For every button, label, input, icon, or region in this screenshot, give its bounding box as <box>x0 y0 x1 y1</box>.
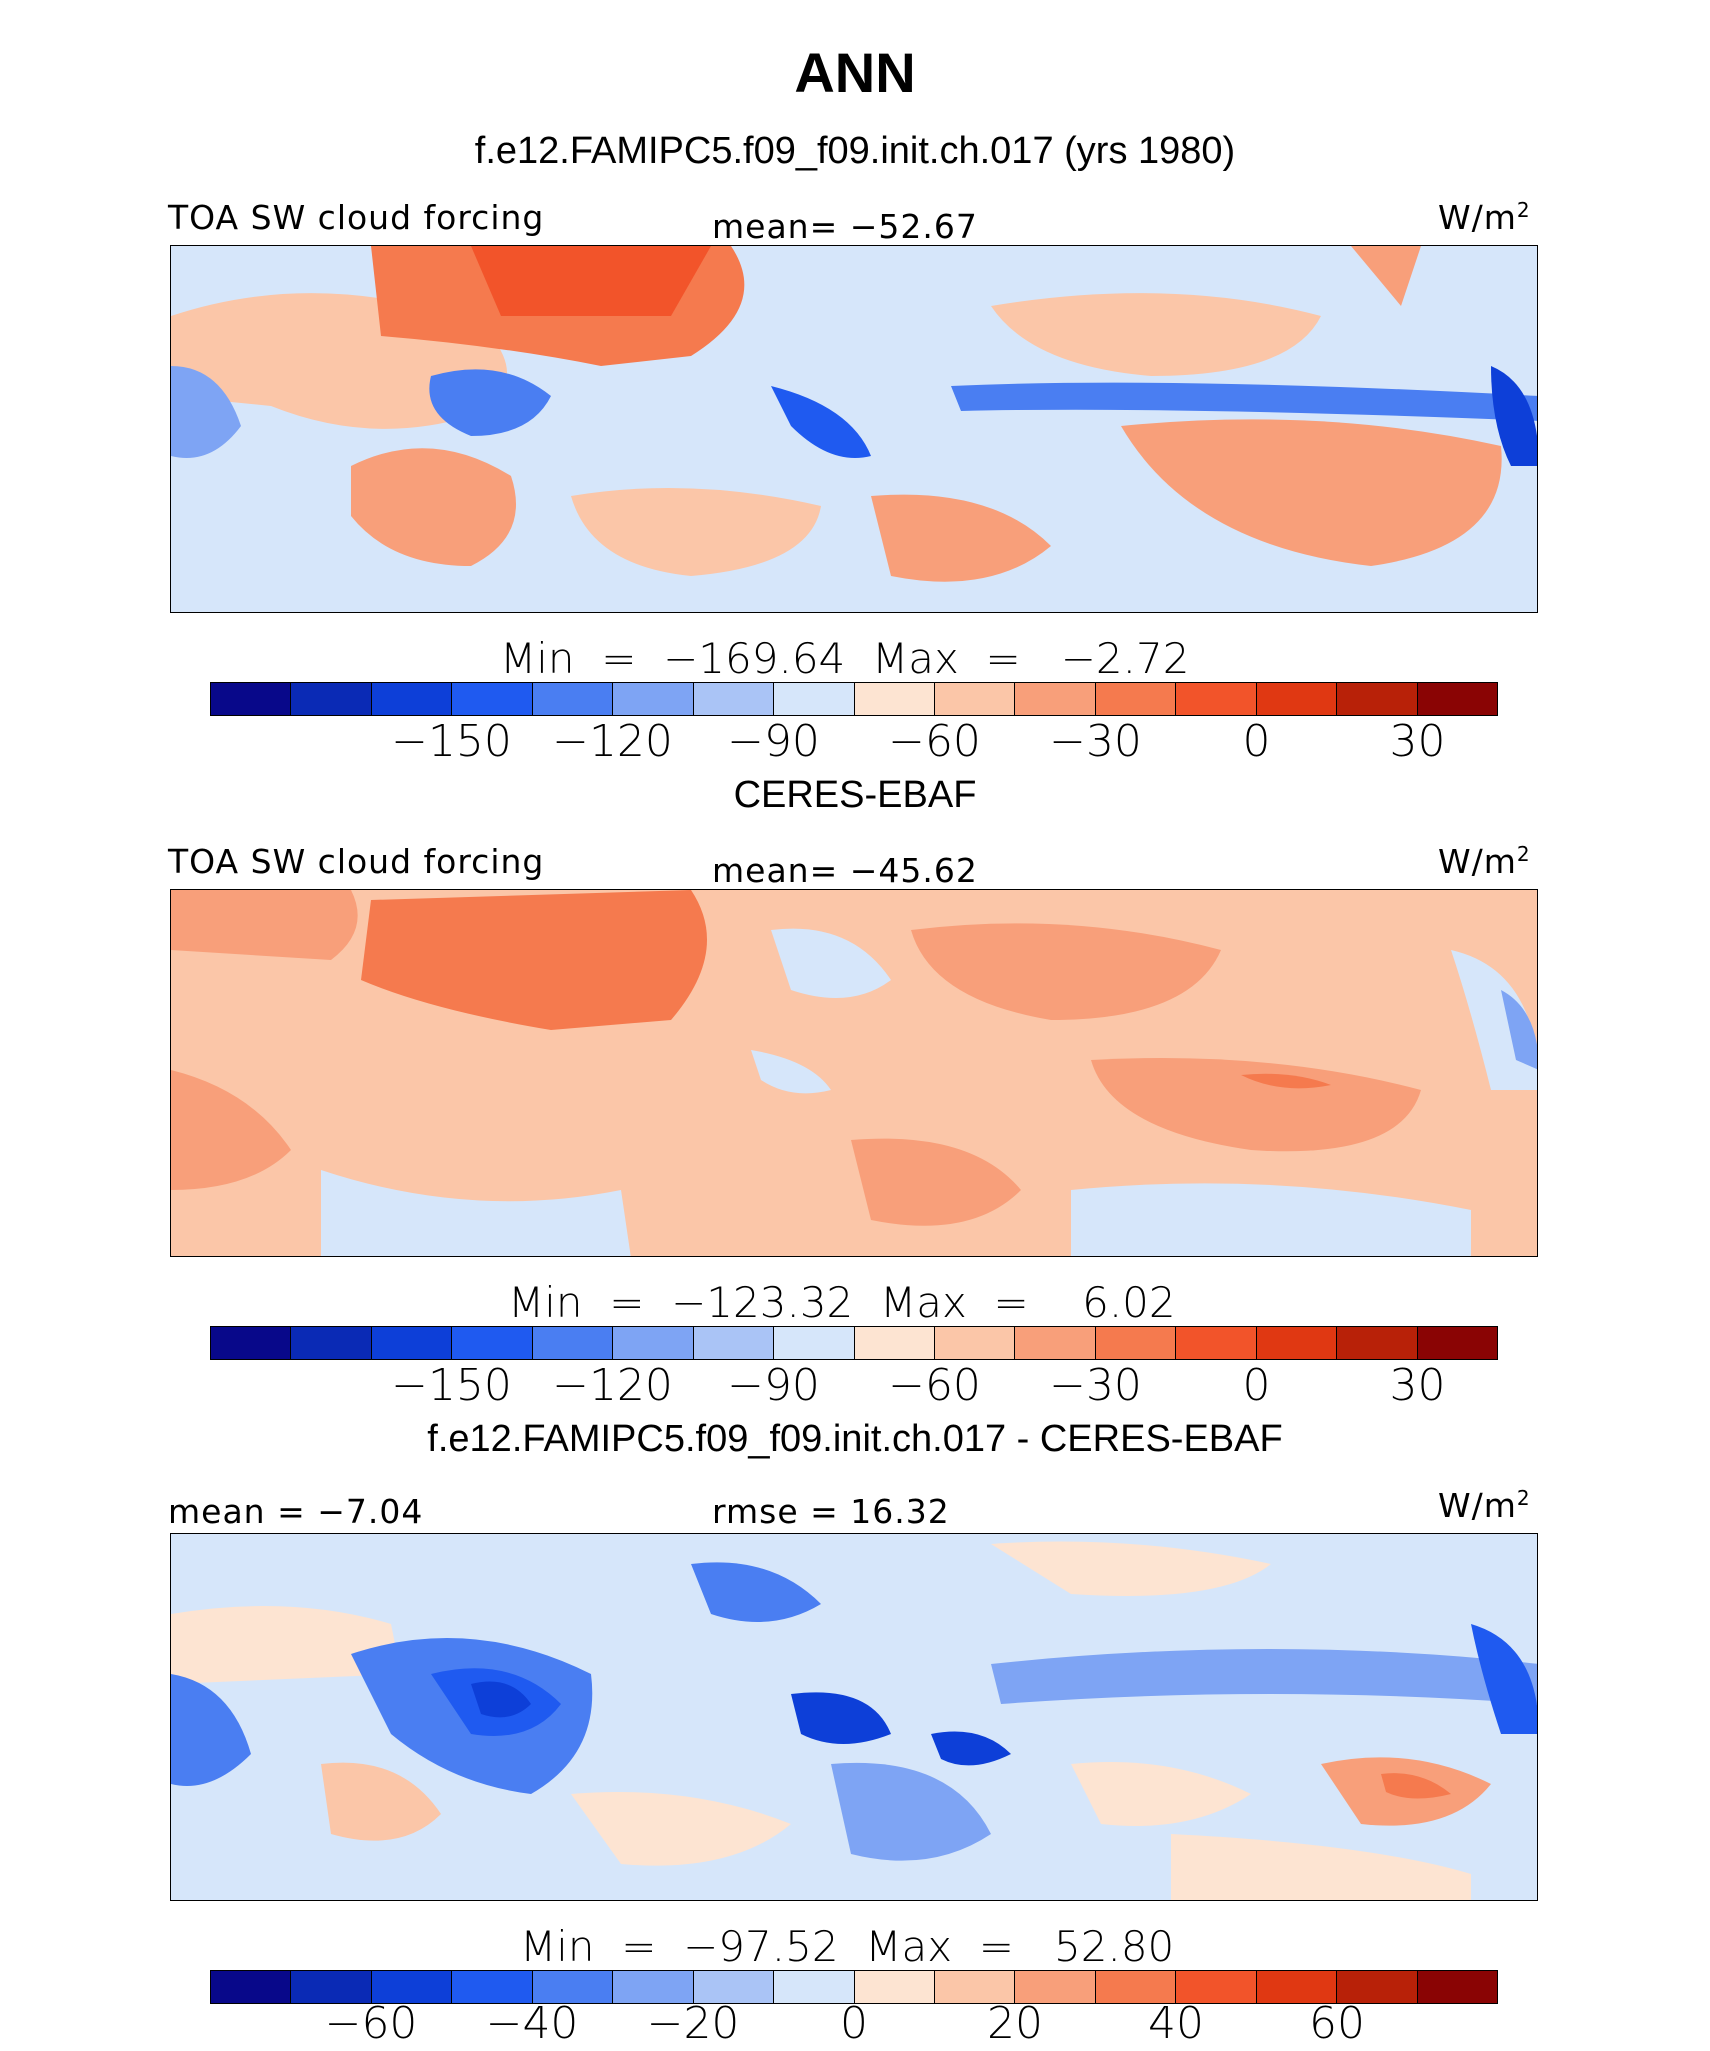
colorbar-swatch <box>854 1327 935 1359</box>
colorbar-swatch <box>1015 1327 1096 1359</box>
colorbar-swatch <box>1417 1327 1497 1359</box>
colorbar-swatch <box>693 683 775 715</box>
panel3-subtitle: f.e12.FAMIPC5.f09_f09.init.ch.017 - CERE… <box>427 1418 1283 1460</box>
colorbar-swatch <box>934 1327 1016 1359</box>
colorbar-swatch <box>854 1971 935 2003</box>
panel3-colorbar <box>210 1970 1498 2004</box>
colorbar-swatch <box>371 1327 453 1359</box>
panel3-units: W/m2 <box>1438 1486 1531 1525</box>
colorbar-swatch <box>1417 1971 1497 2003</box>
colorbar-swatch <box>291 1971 372 2003</box>
colorbar-swatch <box>1337 683 1418 715</box>
panel2-map-svg <box>171 890 1537 1256</box>
panel3-colorbar-ticks: −60 −40 −20 0 20 40 60 <box>210 1998 1498 2049</box>
panel2-units: W/m2 <box>1438 842 1531 881</box>
colorbar-swatch <box>693 1327 775 1359</box>
colorbar-swatch <box>211 683 292 715</box>
colorbar-swatch <box>613 1971 694 2003</box>
colorbar-swatch <box>693 1971 775 2003</box>
panel2-colorbar <box>210 1326 1498 1360</box>
panel2-minmax: Min = −123.32 Max = 6.02 <box>508 1278 1176 1327</box>
panel1-units: W/m2 <box>1438 198 1531 237</box>
colorbar-tick-label: 40 <box>1148 1998 1204 2049</box>
panel1-minmax: Min = −169.64 Max = −2.72 <box>500 634 1190 683</box>
colorbar-swatch <box>1256 683 1338 715</box>
colorbar-tick-label: −20 <box>646 1998 740 2049</box>
colorbar-swatch <box>774 1327 855 1359</box>
colorbar-swatch <box>1176 1971 1257 2003</box>
colorbar-tick-label: −120 <box>552 1360 673 1411</box>
colorbar-tick-label: −60 <box>888 716 981 767</box>
panel1-mean-label: mean= −52.67 <box>712 207 978 246</box>
colorbar-swatch <box>1417 683 1497 715</box>
colorbar-tick-label: 30 <box>1389 716 1446 767</box>
panel2-colorbar-ticks: −150 −120 −90 −60 −30 0 30 <box>210 1360 1498 1411</box>
colorbar-tick-label: 20 <box>987 1998 1043 2049</box>
colorbar-tick-label: 60 <box>1309 1998 1365 2049</box>
colorbar-swatch <box>613 1327 694 1359</box>
colorbar-swatch <box>1176 1327 1257 1359</box>
panel2-subtitle: CERES-EBAF <box>733 774 977 816</box>
colorbar-swatch <box>774 1971 855 2003</box>
colorbar-swatch <box>532 1327 614 1359</box>
colorbar-tick-label: −90 <box>727 716 820 767</box>
panel2-map <box>170 889 1538 1257</box>
colorbar-tick-label: −60 <box>888 1360 981 1411</box>
colorbar-swatch <box>1337 1971 1418 2003</box>
panel1-map-svg <box>171 246 1537 612</box>
colorbar-swatch <box>934 683 1016 715</box>
colorbar-tick-label: 0 <box>1242 716 1271 767</box>
panel3-map-svg <box>171 1534 1537 1900</box>
panel2-field-label: TOA SW cloud forcing <box>168 842 545 881</box>
panel1-colorbar <box>210 682 1498 716</box>
colorbar-swatch <box>371 683 453 715</box>
colorbar-swatch <box>613 683 694 715</box>
figure-title: ANN <box>794 41 916 104</box>
colorbar-swatch <box>452 683 533 715</box>
colorbar-swatch <box>1095 683 1177 715</box>
colorbar-swatch <box>934 1971 1016 2003</box>
panel3-map <box>170 1533 1538 1901</box>
colorbar-swatch <box>452 1971 533 2003</box>
colorbar-tick-label: −60 <box>324 1998 418 2049</box>
colorbar-swatch <box>1015 1971 1096 2003</box>
colorbar-swatch <box>1095 1971 1177 2003</box>
colorbar-tick-label: −150 <box>391 1360 512 1411</box>
colorbar-tick-label: −150 <box>391 716 512 767</box>
panel3-rmse-label: rmse = 16.32 <box>712 1492 950 1531</box>
colorbar-swatch <box>211 1971 292 2003</box>
colorbar-swatch <box>1256 1327 1338 1359</box>
colorbar-swatch <box>1015 683 1096 715</box>
panel1-colorbar-ticks: −150 −120 −90 −60 −30 0 30 <box>210 716 1498 767</box>
colorbar-swatch <box>371 1971 453 2003</box>
panel1-field-label: TOA SW cloud forcing <box>168 198 545 237</box>
colorbar-tick-label: 0 <box>840 1998 868 2049</box>
panel1-map <box>170 245 1538 613</box>
colorbar-swatch <box>211 1327 292 1359</box>
colorbar-tick-label: −30 <box>1049 1360 1142 1411</box>
panel3-mean-label: mean = −7.04 <box>168 1492 424 1531</box>
colorbar-swatch <box>1176 683 1257 715</box>
colorbar-tick-label: 30 <box>1389 1360 1446 1411</box>
colorbar-swatch <box>532 683 614 715</box>
colorbar-swatch <box>854 683 935 715</box>
colorbar-swatch <box>291 1327 372 1359</box>
colorbar-swatch <box>1095 1327 1177 1359</box>
colorbar-swatch <box>291 683 372 715</box>
colorbar-tick-label: −40 <box>485 1998 579 2049</box>
panel2-mean-label: mean= −45.62 <box>712 851 978 890</box>
colorbar-swatch <box>774 683 855 715</box>
panel1-subtitle: f.e12.FAMIPC5.f09_f09.init.ch.017 (yrs 1… <box>474 130 1236 172</box>
panel3-minmax: Min = −97.52 Max = 52.80 <box>520 1922 1175 1971</box>
colorbar-swatch <box>452 1327 533 1359</box>
colorbar-tick-label: −90 <box>727 1360 820 1411</box>
colorbar-swatch <box>1337 1327 1418 1359</box>
colorbar-tick-label: −120 <box>552 716 673 767</box>
colorbar-tick-label: 0 <box>1242 1360 1271 1411</box>
colorbar-swatch <box>532 1971 614 2003</box>
colorbar-swatch <box>1256 1971 1338 2003</box>
colorbar-tick-label: −30 <box>1049 716 1142 767</box>
